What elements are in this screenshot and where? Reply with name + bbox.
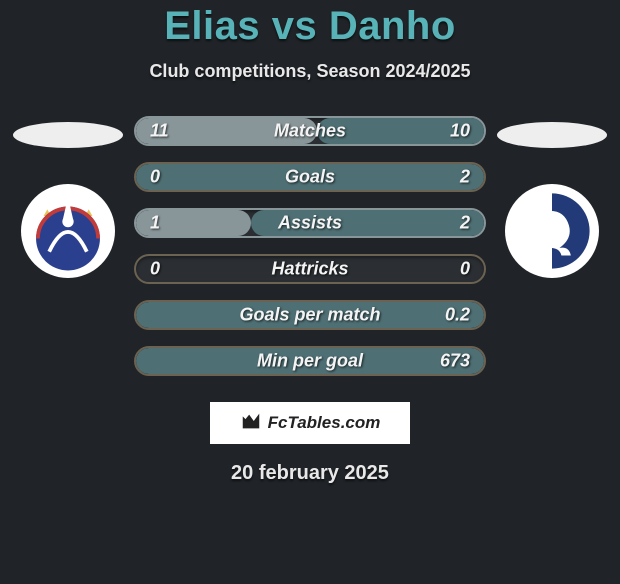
stat-value-right: 2 xyxy=(460,167,470,188)
player-left-photo-placeholder xyxy=(13,122,123,148)
stat-value-left: 1 xyxy=(150,213,160,234)
stat-row: 11 Matches 10 xyxy=(134,116,486,146)
stat-value-right: 10 xyxy=(450,121,470,142)
stat-value-right: 673 xyxy=(440,351,470,372)
stat-bars: 11 Matches 10 0 Goals 2 1 Assists 2 0 Hattricks 0 Go… xyxy=(128,116,492,392)
stat-value-right: 0.2 xyxy=(445,305,470,326)
stat-value-left: 11 xyxy=(150,121,169,142)
player-right-photo-placeholder xyxy=(497,122,607,148)
stat-label: Assists xyxy=(278,213,342,234)
club-right-logo xyxy=(505,184,599,278)
stat-value-left: 0 xyxy=(150,259,160,280)
player-left-name: Elias xyxy=(164,4,260,48)
stat-label: Goals per match xyxy=(239,305,380,326)
subtitle: Club competitions, Season 2024/2025 xyxy=(0,61,620,82)
stat-label: Min per goal xyxy=(257,351,363,372)
stat-row: Min per goal 673 xyxy=(134,346,486,376)
comparison-title: Elias vs Danho xyxy=(0,4,620,49)
stat-row: Goals per match 0.2 xyxy=(134,300,486,330)
vs-text: vs xyxy=(272,4,318,48)
brand-badge: FcTables.com xyxy=(210,402,410,444)
stat-row: 0 Goals 2 xyxy=(134,162,486,192)
stat-value-right: 2 xyxy=(460,213,470,234)
club-left-logo xyxy=(21,184,115,278)
brand-text: FcTables.com xyxy=(268,413,381,433)
brand-icon xyxy=(240,410,262,437)
stat-row: 1 Assists 2 xyxy=(134,208,486,238)
comparison-date: 20 february 2025 xyxy=(0,462,620,485)
stat-label: Matches xyxy=(274,121,346,142)
stat-value-left: 0 xyxy=(150,167,160,188)
stat-label: Hattricks xyxy=(271,259,348,280)
comparison-body: 11 Matches 10 0 Goals 2 1 Assists 2 0 Hattricks 0 Go… xyxy=(0,116,620,392)
player-right-name: Danho xyxy=(329,4,456,48)
club-right-column xyxy=(492,116,612,278)
club-left-column xyxy=(8,116,128,278)
stat-row: 0 Hattricks 0 xyxy=(134,254,486,284)
stat-label: Goals xyxy=(285,167,335,188)
stat-value-right: 0 xyxy=(460,259,470,280)
